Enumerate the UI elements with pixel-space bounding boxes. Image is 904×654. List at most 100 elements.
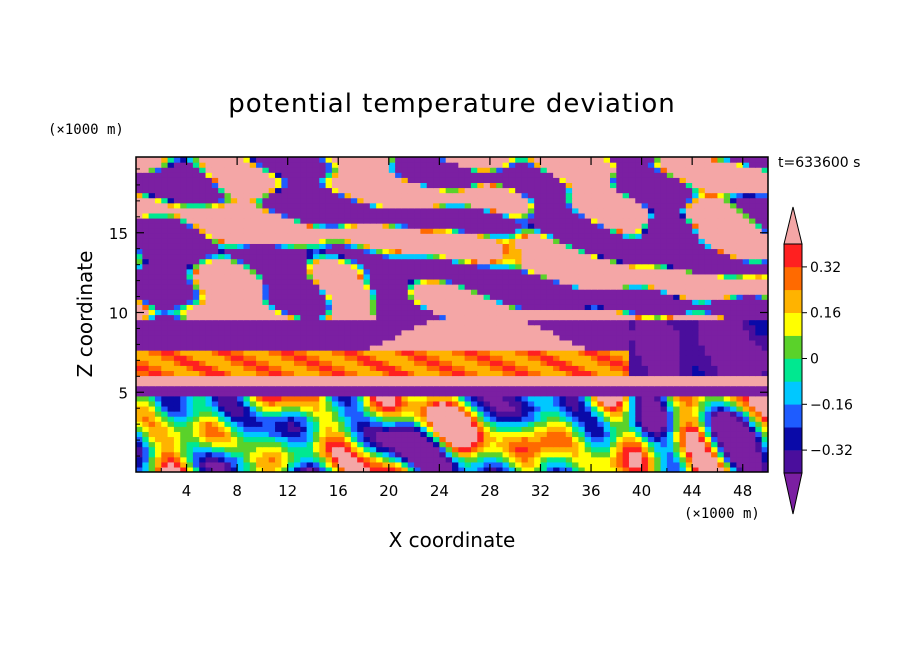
field-cell	[452, 411, 459, 417]
field-cell	[521, 380, 529, 387]
field-cell	[742, 370, 750, 377]
field-cell	[154, 273, 162, 280]
field-cell	[477, 228, 485, 234]
field-cell	[369, 339, 377, 346]
field-cell	[281, 299, 289, 305]
field-cell	[660, 380, 668, 387]
field-cell	[338, 233, 346, 239]
field-cell	[458, 446, 466, 453]
field-cell	[698, 456, 706, 463]
field-cell	[243, 416, 251, 422]
field-cell	[376, 248, 384, 255]
field-cell	[439, 436, 447, 443]
field-cell	[660, 314, 668, 321]
field-cell	[742, 431, 750, 438]
field-cell	[692, 217, 700, 224]
field-cell	[357, 370, 365, 377]
field-cell	[388, 466, 396, 472]
field-cell	[452, 233, 459, 239]
field-cell	[477, 278, 485, 285]
field-cell	[540, 446, 548, 453]
field-cell	[344, 329, 352, 336]
field-cell	[508, 451, 516, 458]
field-cell	[142, 253, 150, 260]
field-cell	[647, 421, 655, 427]
field-cell	[338, 385, 346, 392]
field-cell	[420, 258, 428, 265]
field-cell	[603, 365, 611, 371]
field-cell	[433, 217, 440, 224]
field-cell	[306, 400, 314, 407]
field-cell	[395, 451, 403, 458]
field-cell	[180, 370, 188, 377]
field-cell	[186, 395, 194, 402]
field-cell	[224, 294, 232, 300]
field-cell	[401, 380, 409, 387]
field-cell	[395, 350, 403, 356]
field-cell	[496, 278, 504, 285]
field-cell	[711, 299, 719, 305]
field-cell	[414, 365, 421, 371]
field-cell	[388, 273, 396, 280]
field-cell	[527, 334, 535, 341]
field-cell	[597, 268, 605, 275]
field-cell	[300, 390, 308, 397]
field-cell	[755, 319, 763, 326]
field-cell	[527, 441, 535, 448]
field-cell	[401, 294, 409, 300]
field-cell	[306, 385, 314, 392]
field-cell	[312, 385, 320, 392]
field-cell	[527, 324, 535, 331]
field-cell	[470, 289, 478, 295]
field-cell	[230, 289, 238, 295]
field-cell	[312, 380, 320, 387]
field-cell	[420, 436, 428, 443]
field-cell	[755, 390, 763, 397]
field-cell	[553, 324, 561, 331]
field-cell	[502, 400, 510, 407]
field-cell	[281, 451, 289, 458]
field-cell	[603, 248, 611, 255]
field-cell	[698, 400, 706, 407]
field-cell	[628, 441, 636, 448]
field-cell	[591, 289, 598, 295]
field-cell	[540, 416, 548, 422]
field-cell	[294, 466, 301, 472]
field-cell	[319, 466, 327, 472]
field-cell	[136, 268, 143, 275]
field-cell	[527, 258, 535, 265]
field-cell	[407, 228, 415, 234]
field-cell	[312, 446, 320, 453]
field-cell	[647, 461, 655, 468]
field-cell	[591, 441, 598, 448]
field-cell	[647, 344, 655, 351]
field-cell	[603, 228, 611, 234]
field-cell	[755, 456, 763, 463]
field-cell	[717, 370, 725, 377]
field-cell	[654, 319, 662, 326]
field-cell	[262, 365, 270, 371]
field-cell	[521, 329, 529, 336]
field-cell	[610, 304, 617, 311]
field-cell	[654, 273, 662, 280]
field-cell	[331, 289, 339, 295]
field-cell	[180, 344, 188, 351]
field-cell	[407, 309, 415, 316]
field-cell	[167, 416, 175, 422]
field-cell	[357, 304, 365, 311]
field-cell	[553, 405, 561, 412]
field-cell	[641, 294, 649, 300]
field-cell	[452, 284, 459, 290]
field-cell	[679, 405, 687, 412]
field-cell	[420, 329, 428, 336]
field-cell	[723, 431, 731, 438]
field-cell	[161, 456, 169, 463]
field-cell	[508, 390, 516, 397]
field-cell	[749, 405, 756, 412]
field-cell	[761, 233, 768, 239]
field-cell	[502, 466, 510, 472]
field-cell	[199, 380, 207, 387]
field-cell	[698, 324, 706, 331]
field-cell	[527, 243, 535, 250]
field-cell	[401, 339, 409, 346]
